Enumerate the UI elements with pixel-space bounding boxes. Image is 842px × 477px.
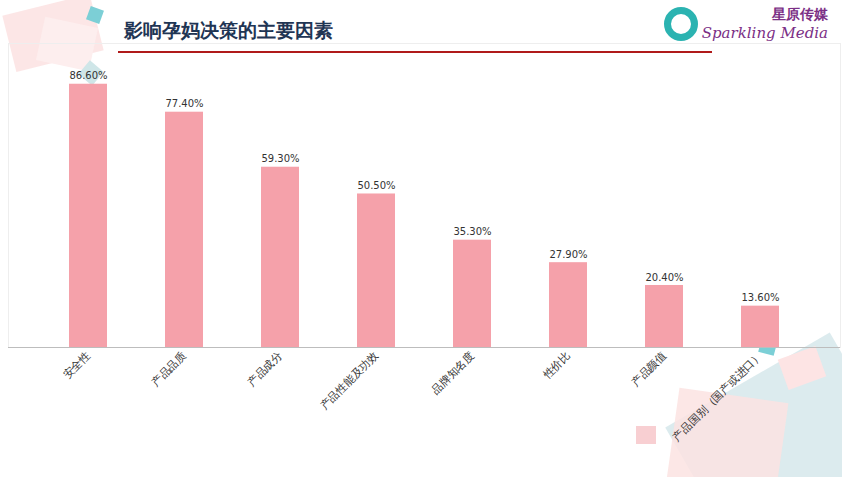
- svg-text:13.60%: 13.60%: [741, 292, 779, 303]
- svg-text:产品成分: 产品成分: [245, 349, 285, 389]
- html-text:星原传媒: 星原传媒: [772, 6, 828, 22]
- html-text:影响孕妈决策的主要因素: 影响孕妈决策的主要因素: [124, 19, 333, 41]
- svg-text:安全性: 安全性: [61, 349, 94, 382]
- svg-text:产品品质: 产品品质: [149, 349, 189, 389]
- svg-text:59.30%: 59.30%: [261, 153, 299, 164]
- svg-text:20.40%: 20.40%: [645, 272, 683, 283]
- html-text:Sparkling Media: Sparkling Media: [701, 24, 828, 42]
- svg-text:35.30%: 35.30%: [453, 226, 491, 237]
- svg-text:50.50%: 50.50%: [357, 180, 395, 191]
- svg-text:77.40%: 77.40%: [165, 98, 203, 109]
- svg-text:产品颜值: 产品颜值: [629, 349, 669, 389]
- svg-text:性价比: 性价比: [540, 349, 573, 382]
- svg-text:86.60%: 86.60%: [69, 70, 107, 81]
- svg-text:产品性能及功效: 产品性能及功效: [317, 349, 381, 413]
- svg-text:产品国别（国产或进口）: 产品国别（国产或进口）: [670, 349, 765, 444]
- svg-text:27.90%: 27.90%: [549, 249, 587, 260]
- svg-text:品牌知名度: 品牌知名度: [429, 349, 477, 397]
